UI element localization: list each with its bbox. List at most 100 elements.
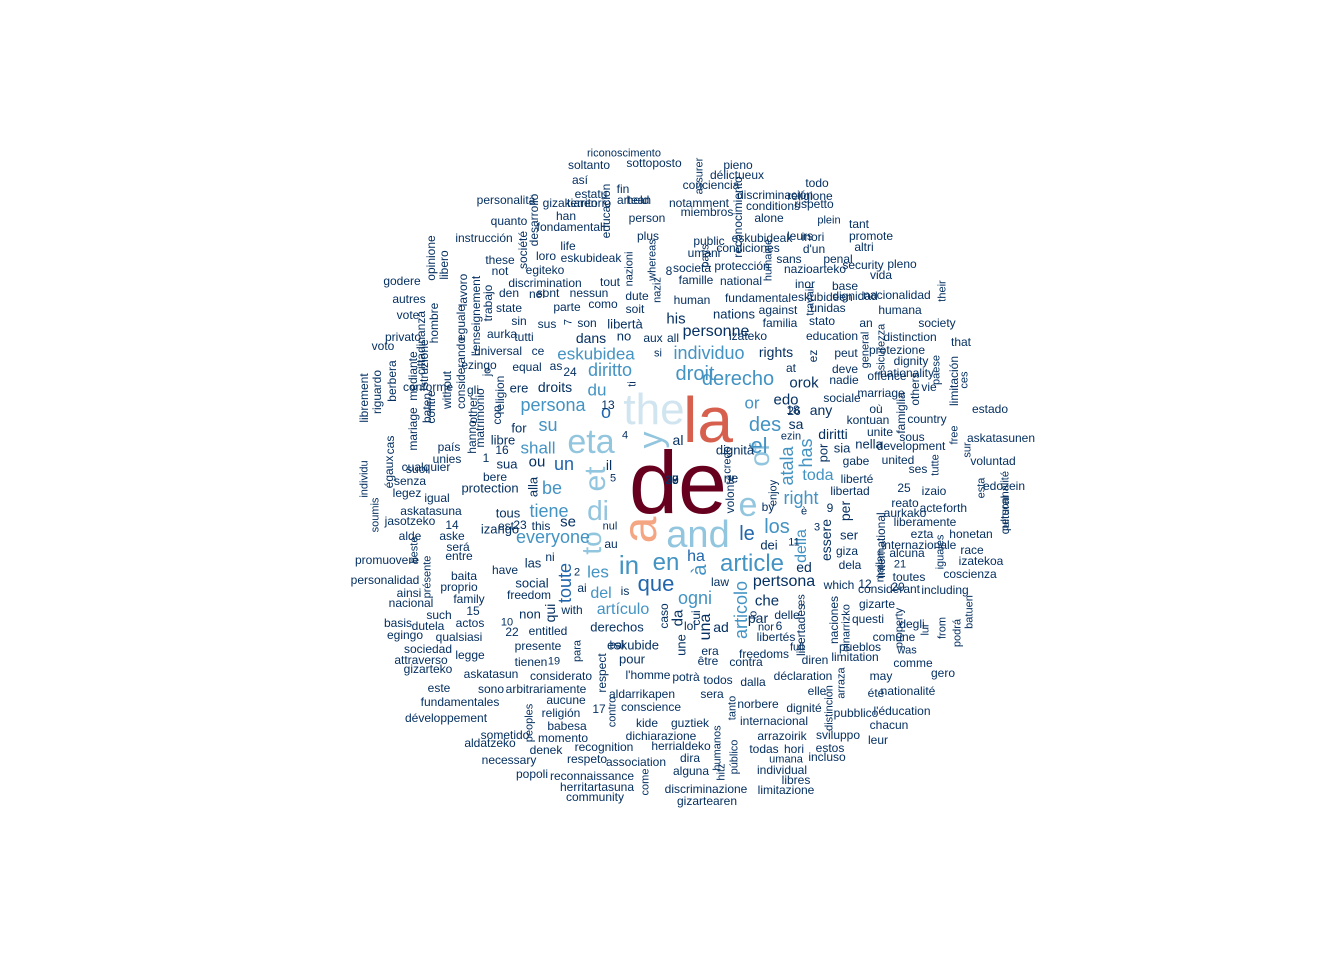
cloud-word: promote <box>848 229 894 243</box>
cloud-word: potrà <box>672 670 700 684</box>
cloud-word: jasotzeko <box>384 514 436 528</box>
cloud-word: umani <box>687 246 721 260</box>
cloud-word: nazioni <box>623 251 636 287</box>
cloud-word: su <box>538 415 558 435</box>
cloud-word: leurs <box>786 229 814 243</box>
cloud-word: todas <box>749 742 779 756</box>
cloud-word: kontuan <box>846 413 890 427</box>
cloud-word: ez <box>806 349 820 363</box>
cloud-word: nul <box>602 520 618 533</box>
cloud-word: acte <box>919 501 943 515</box>
cloud-word: peut <box>834 346 858 360</box>
cloud-word: leur <box>867 733 889 747</box>
cloud-word: proprio <box>440 580 478 594</box>
cloud-word: contra <box>729 655 763 669</box>
cloud-word: article <box>719 550 785 577</box>
cloud-word: l'homme <box>625 668 671 682</box>
cloud-word: sociale <box>823 391 861 405</box>
cloud-word: fundamentales <box>420 695 500 709</box>
cloud-word: artículo <box>596 601 650 618</box>
cloud-word: este <box>427 681 451 695</box>
cloud-word: stato <box>808 314 836 328</box>
cloud-word: se <box>560 513 576 531</box>
cloud-word: aske <box>439 529 465 543</box>
cloud-word: si <box>654 347 662 360</box>
cloud-word: considerando <box>454 336 468 410</box>
cloud-word: peoples <box>523 703 536 743</box>
cloud-word: pubblico <box>833 706 879 720</box>
cloud-word: hombre <box>427 302 441 344</box>
cloud-word: pleno <box>887 257 917 271</box>
cloud-word: délictueux <box>709 168 765 182</box>
cloud-word: sviluppo <box>815 728 861 742</box>
cloud-word: questi <box>851 612 885 626</box>
cloud-word: by <box>761 500 775 514</box>
cloud-word: religione <box>787 189 833 203</box>
cloud-word: libre <box>490 432 516 448</box>
cloud-word: life <box>560 239 576 253</box>
cloud-word: orok <box>789 374 819 392</box>
cloud-word: honetan <box>949 527 993 541</box>
cloud-word: sous <box>899 430 925 444</box>
cloud-word: ainsi <box>396 586 422 600</box>
cloud-word: dira <box>679 751 701 765</box>
cloud-word: diritto <box>587 360 633 380</box>
cloud-word: ni <box>545 550 555 564</box>
cloud-word: sus <box>537 317 557 331</box>
cloud-word: their <box>936 280 949 302</box>
cloud-word: vote <box>396 308 420 322</box>
cloud-word: 29 <box>665 473 679 487</box>
cloud-word: autres <box>392 292 426 306</box>
cloud-word: herrialdeko <box>651 739 711 753</box>
cloud-word: internacional <box>739 714 809 728</box>
cloud-word: aldatzeko <box>464 736 516 750</box>
cloud-word: united <box>881 453 915 467</box>
cloud-word: pueblos <box>838 640 882 654</box>
cloud-word: has <box>796 438 816 468</box>
cloud-word: sottoposto <box>626 156 682 170</box>
cloud-word: parte <box>553 300 581 314</box>
cloud-word: derechos <box>590 619 644 635</box>
cloud-word: unidas <box>810 301 846 315</box>
cloud-word: ogni <box>677 588 713 608</box>
cloud-word: sia <box>833 440 851 456</box>
cloud-word: famiglia <box>894 392 908 434</box>
cloud-word: against <box>758 303 798 317</box>
cloud-word: di <box>587 495 609 526</box>
cloud-word: 22 <box>505 625 519 639</box>
cloud-word: shall <box>520 438 556 458</box>
cloud-word: senza <box>393 474 427 488</box>
cloud-word: umana <box>769 753 803 766</box>
cloud-word: limitazione <box>757 783 815 797</box>
cloud-word: baten <box>420 392 434 424</box>
cloud-word: dutela <box>411 619 445 633</box>
cloud-word: desarrollo <box>527 193 541 247</box>
cloud-word: no <box>616 328 632 344</box>
cloud-word: gizartearen <box>676 794 738 808</box>
cloud-word: marriage <box>857 386 905 400</box>
cloud-word: that <box>950 335 972 349</box>
cloud-word: alone <box>754 211 784 225</box>
cloud-word: other <box>466 396 480 424</box>
cloud-word: es <box>795 594 808 606</box>
cloud-word: conforme <box>402 380 454 394</box>
cloud-word: présente <box>421 555 434 599</box>
cloud-word: protection <box>461 480 519 496</box>
cloud-word: aurkako <box>883 506 927 520</box>
cloud-word: altri <box>854 240 874 254</box>
cloud-word: artean <box>616 193 652 207</box>
cloud-word: par <box>747 610 769 626</box>
cloud-word: qui <box>542 603 558 623</box>
cloud-word: momento <box>537 731 589 745</box>
cloud-word: dignidad <box>832 289 878 303</box>
cloud-word: eskubideak <box>731 231 793 245</box>
cloud-word: without <box>440 370 454 410</box>
cloud-word: vida <box>869 268 893 282</box>
cloud-word: quanto <box>490 214 528 228</box>
cloud-word: los <box>764 516 790 538</box>
cloud-word: mariage <box>406 407 420 451</box>
cloud-word: 20 <box>891 580 905 594</box>
cloud-word: tutte <box>929 454 942 476</box>
cloud-word: o <box>600 402 612 422</box>
